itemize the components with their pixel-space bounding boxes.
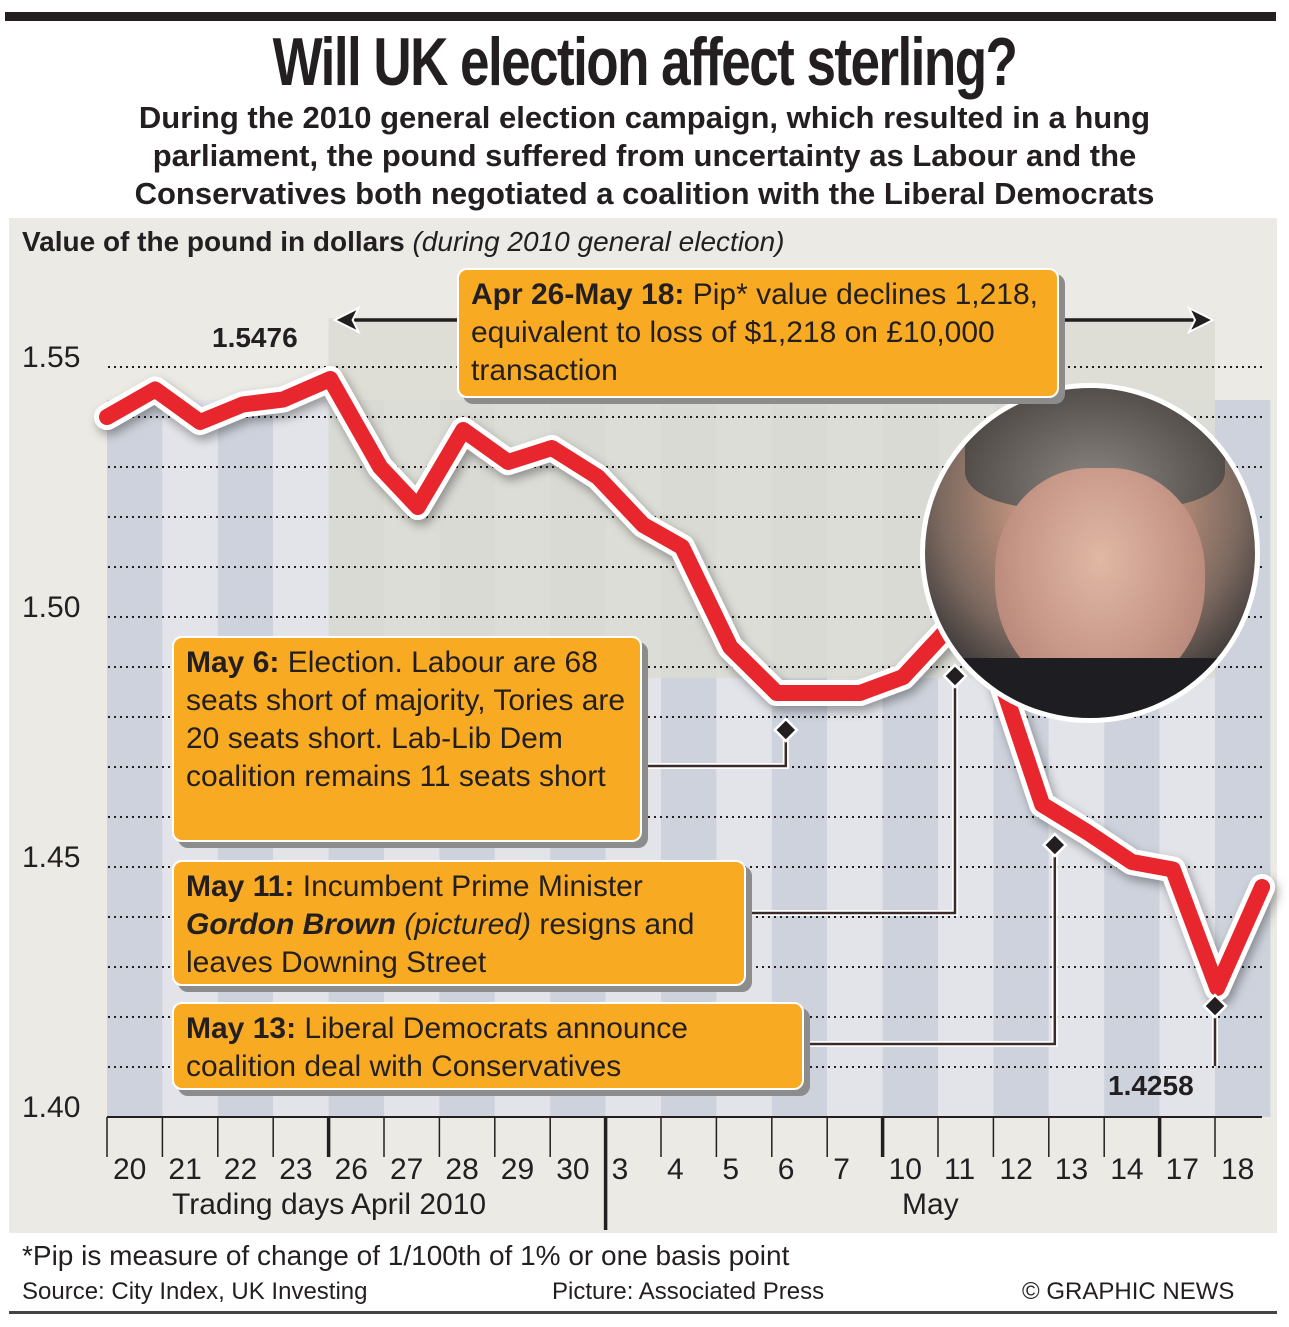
- x-tick-label: 23: [279, 1153, 313, 1186]
- x-axis-title-may: May: [902, 1188, 959, 1221]
- y-tick-label: 1.55: [22, 341, 81, 374]
- picture-credit: Picture: Associated Press: [552, 1278, 825, 1305]
- callout-may6-text: Election. Labour are 68 seats short of m…: [186, 646, 626, 793]
- x-tick-label: 22: [223, 1153, 258, 1186]
- callout-pip-date: Apr 26-May 18:: [471, 278, 685, 311]
- x-axis-title-april: Trading days April 2010: [172, 1188, 487, 1221]
- x-tick-label: 18: [1221, 1153, 1255, 1186]
- x-tick-label: 10: [888, 1153, 922, 1186]
- callout-may11-pictured: (pictured): [404, 908, 532, 941]
- callout-may13: May 13: Liberal Democrats announce coali…: [172, 1002, 804, 1090]
- high-value-label: 1.5476: [212, 322, 298, 353]
- x-tick-label: 6: [777, 1153, 795, 1186]
- callout-may11: May 11: Incumbent Prime Minister Gordon …: [172, 860, 746, 986]
- chart-heading-italic: (during 2010 general election): [412, 226, 785, 257]
- callout-may13-date: May 13:: [186, 1012, 297, 1045]
- x-tick-label: 12: [999, 1153, 1033, 1186]
- photo-suit: [925, 658, 1255, 718]
- y-tick-label: 1.40: [22, 1091, 81, 1124]
- x-tick-label: 3: [611, 1153, 629, 1186]
- y-tick-label: 1.50: [22, 591, 81, 624]
- leader-may13: [804, 845, 1057, 1046]
- arrow-left-icon: [332, 305, 361, 335]
- x-tick-label: 30: [556, 1153, 590, 1186]
- copyright-credit: © GRAPHIC NEWS: [1022, 1278, 1235, 1305]
- x-tick-label: 7: [833, 1153, 850, 1186]
- arrow-right-icon: [1186, 305, 1216, 335]
- x-axis: [106, 1116, 1262, 1230]
- callout-pip-text: Pip* value declines 1,218, equivalent to…: [471, 278, 1038, 387]
- chart-heading-bold: Value of the pound in dollars: [22, 226, 405, 257]
- callout-may11-text-a: Incumbent Prime Minister: [294, 870, 643, 903]
- low-value-label: 1.4258: [1108, 1070, 1194, 1101]
- subtitle: During the 2010 general election campaig…: [134, 100, 1155, 211]
- column-band: [107, 400, 163, 1117]
- marker-may13-icon: [1042, 832, 1068, 858]
- x-tick-label: 13: [1054, 1153, 1089, 1186]
- x-tick-label: 26: [334, 1153, 368, 1186]
- page-title: Will UK election affect sterling?: [272, 24, 1018, 100]
- x-tick-label: 27: [390, 1153, 424, 1186]
- bottom-rule: [9, 1311, 1277, 1314]
- marker-low-icon: [1202, 993, 1228, 1019]
- leader-may11: [746, 676, 957, 915]
- callout-may13-text: Liberal Democrats announce coalition dea…: [186, 1012, 688, 1083]
- callout-may11-text-b: resigns and leaves Downing Street: [186, 908, 695, 979]
- x-tick-label: 21: [168, 1153, 202, 1186]
- callout-may6-date: May 6:: [186, 646, 280, 679]
- chart-heading: Value of the pound in dollars (during 20…: [22, 225, 785, 259]
- footnote-pip: *Pip is measure of change of 1/100th of …: [22, 1240, 790, 1271]
- callout-pip-decline: Apr 26-May 18: Pip* value declines 1,218…: [457, 268, 1059, 398]
- gordon-brown-photo: [920, 383, 1260, 723]
- y-tick-label: 1.45: [22, 841, 81, 874]
- x-tick-label: 4: [667, 1153, 684, 1186]
- x-tick-label: 17: [1165, 1153, 1199, 1186]
- marker-may6-icon: [773, 717, 799, 743]
- top-rule: [5, 12, 1276, 21]
- x-tick-label: 5: [722, 1153, 740, 1186]
- callout-may11-date: May 11:: [186, 870, 295, 903]
- source-credit: Source: City Index, UK Investing: [22, 1278, 368, 1305]
- x-tick-label: 14: [1110, 1153, 1144, 1186]
- x-tick-label: 28: [445, 1153, 479, 1186]
- range-arrows: [332, 305, 1216, 335]
- x-tick-label: 29: [500, 1153, 535, 1186]
- x-tick-label: 11: [944, 1153, 976, 1186]
- callout-may6: May 6: Election. Labour are 68 seats sho…: [172, 636, 642, 842]
- x-tick-label: 20: [113, 1153, 147, 1186]
- callout-may11-name: Gordon Brown: [186, 908, 396, 941]
